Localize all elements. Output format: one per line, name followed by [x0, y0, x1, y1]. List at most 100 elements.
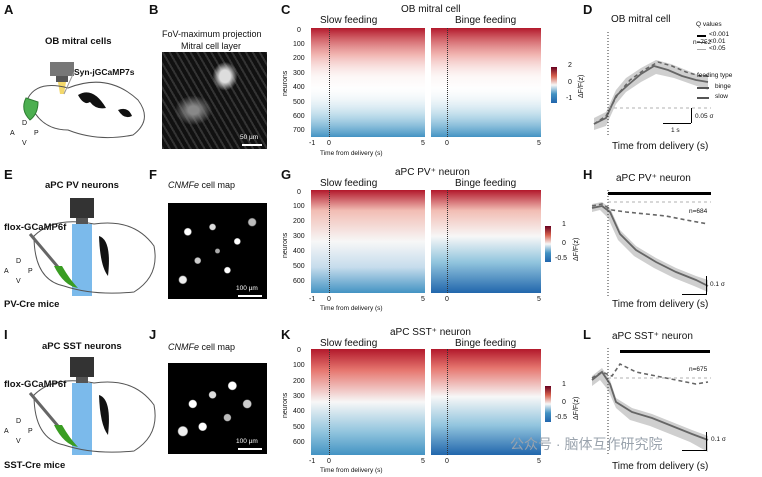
compass-a-a: A: [10, 130, 15, 137]
panel-letter-h: H: [583, 167, 593, 182]
colorbar-c-label: ΔF/F(z): [578, 74, 585, 98]
compass-d-e: D: [16, 258, 22, 265]
g-xtick-r0: 0: [445, 296, 449, 303]
compass-d-a: D: [22, 120, 28, 127]
virus-label-a: Syn-jGCaMP7s: [74, 67, 135, 77]
panel-j-title-rest: cell map: [199, 342, 236, 352]
heatmap-g-delivery-line: [329, 190, 330, 293]
c-ytick-5: 500: [293, 99, 305, 106]
k-ytick-1: 100: [293, 362, 305, 369]
mice-label-i: SST-Cre mice: [4, 460, 66, 471]
k-xtick-r0: 0: [445, 458, 449, 465]
panel-c-left-title: Slow feeding: [320, 15, 378, 26]
k-xtick-l1: 0: [327, 458, 331, 465]
legend-ft-swatch-slow: [697, 97, 709, 99]
k-ylabel: neurons: [282, 392, 289, 418]
panel-j-title: CNMFe cell map: [168, 342, 235, 352]
trace-plot-l: [591, 348, 711, 454]
panel-letter-e: E: [4, 167, 13, 182]
g-xtick-l0: -1: [309, 296, 316, 303]
k-xtick-l2: 5: [421, 458, 425, 465]
trace-plot-h: [591, 190, 711, 298]
panel-g-right-title: Binge feeding: [455, 178, 517, 189]
panel-f-title-italic: CNMFe: [168, 180, 199, 190]
compass-a-e: A: [4, 268, 9, 275]
colorbar-c-mid: 0: [568, 79, 572, 86]
panel-h-title: aPC PV⁺ neuron: [616, 173, 691, 184]
heatmap-g-delivery-line-2: [447, 190, 448, 293]
brain-schematic-a: [23, 62, 145, 139]
colorbar-k-label: ΔF/F(z): [573, 396, 580, 420]
compass-d-i: D: [16, 418, 22, 425]
panel-f-title: CNMFe cell map: [168, 180, 235, 190]
panel-letter-i: I: [4, 327, 8, 342]
c-xtick-l0: -1: [309, 140, 316, 147]
colorbar-g-min: -0.5: [555, 255, 568, 262]
panel-b-title2: Mitral cell layer: [181, 41, 242, 51]
heatmap-k-delivery-line-2: [447, 349, 448, 455]
scalebar-d-time: [663, 123, 691, 124]
panel-l-title: aPC SST⁺ neuron: [612, 331, 693, 342]
g-ytick-6: 600: [293, 278, 305, 285]
scalebar-h-time: [682, 294, 707, 295]
panel-k-right-title: Binge feeding: [455, 338, 517, 349]
panel-l-n: n=675: [689, 366, 708, 373]
c-ytick-3: 300: [293, 70, 305, 77]
colorbar-k: [545, 386, 551, 422]
trace-plot-d: [593, 32, 711, 135]
scalebar-l-value: [706, 432, 707, 450]
scalebar-h-value-label: 0.1 σ: [710, 281, 725, 288]
panel-a-title: OB mitral cells: [45, 36, 112, 47]
c-xtick-l2: 5: [421, 140, 425, 147]
g-ytick-5: 500: [293, 263, 305, 270]
c-xtick-r1: 5: [537, 140, 541, 147]
panel-letter-k: K: [281, 327, 291, 342]
legend-q-swatch-0: [697, 35, 706, 37]
scalebar-l-value-label: 0.1 σ: [711, 436, 726, 443]
panel-h-xlabel: Time from delivery (s): [612, 299, 709, 310]
k-xtick-l0: -1: [309, 458, 316, 465]
colorbar-k-mid: 0: [562, 399, 566, 406]
k-xtick-r1: 5: [537, 458, 541, 465]
compass-p-i: P: [28, 428, 33, 435]
c-xtick-r0: 0: [445, 140, 449, 147]
c-xlabel: Time from delivery (s): [320, 150, 383, 157]
scalebar-j-label: 100 µm: [236, 438, 258, 445]
legend-q-title: Q values: [696, 21, 722, 28]
legend-q-swatch-1: [697, 42, 706, 43]
scalebar-d-value-label: 0.05 σ: [695, 113, 714, 120]
scalebar-d-value: [691, 108, 692, 123]
cell-map-j: [168, 363, 267, 454]
virus-label-e: flox-GCaMP6f: [4, 222, 67, 233]
g-ytick-3: 300: [293, 233, 305, 240]
heatmap-k-slow: [311, 349, 425, 455]
panel-d-title: OB mitral cell: [611, 14, 671, 25]
brain-schematic-e: [28, 198, 156, 296]
colorbar-c: [551, 67, 557, 103]
panel-letter-j: J: [149, 327, 157, 342]
legend-ft-slow: slow: [715, 93, 729, 100]
g-xtick-l1: 0: [327, 296, 331, 303]
panel-letter-c: C: [281, 2, 291, 17]
colorbar-g-label: ΔF/F(z): [573, 237, 580, 261]
compass-v-a: V: [22, 140, 27, 147]
panel-c-title: OB mitral cell: [401, 4, 461, 15]
compass-p-a: P: [34, 130, 39, 137]
mice-label-e: PV-Cre mice: [4, 299, 60, 310]
brain-schematic-i: [28, 357, 156, 455]
colorbar-g-max: 1: [562, 221, 566, 228]
g-ytick-4: 400: [293, 248, 305, 255]
g-xlabel: Time from delivery (s): [320, 305, 383, 312]
g-ytick-1: 100: [293, 203, 305, 210]
scalebar-l-time: [682, 450, 707, 451]
scalebar-h-value: [706, 276, 707, 294]
colorbar-g-mid: 0: [562, 240, 566, 247]
g-ylabel: neurons: [282, 232, 289, 258]
legend-ft-binge: binge: [715, 83, 731, 90]
micrograph-b: [162, 52, 267, 149]
panel-e-title: aPC PV neurons: [45, 180, 119, 191]
heatmap-k-binge: [431, 349, 541, 455]
panel-c-right-title: Binge feeding: [455, 15, 517, 26]
scalebar-j: [238, 448, 262, 450]
legend-q-swatch-2: [697, 49, 706, 50]
